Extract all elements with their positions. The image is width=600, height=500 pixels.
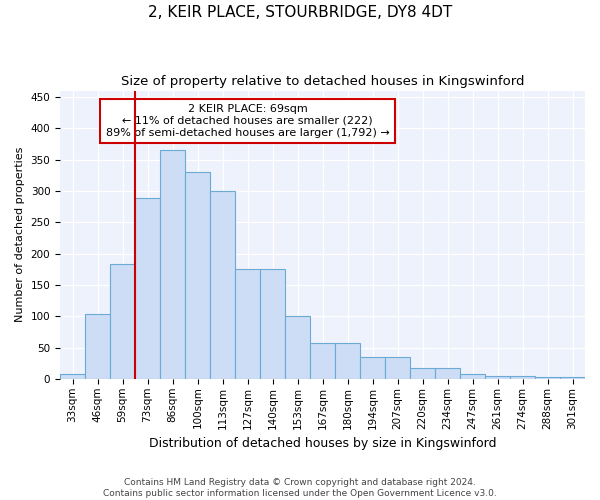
Bar xyxy=(235,269,260,379)
Bar xyxy=(360,357,385,379)
Title: Size of property relative to detached houses in Kingswinford: Size of property relative to detached ho… xyxy=(121,75,524,88)
Bar xyxy=(185,172,210,379)
Bar xyxy=(385,357,410,379)
Bar xyxy=(260,269,285,379)
Bar xyxy=(335,342,360,379)
Bar xyxy=(460,374,485,379)
X-axis label: Distribution of detached houses by size in Kingswinford: Distribution of detached houses by size … xyxy=(149,437,496,450)
Text: 2 KEIR PLACE: 69sqm
← 11% of detached houses are smaller (222)
89% of semi-detac: 2 KEIR PLACE: 69sqm ← 11% of detached ho… xyxy=(106,104,389,138)
Bar xyxy=(160,150,185,379)
Bar xyxy=(310,342,335,379)
Bar xyxy=(485,376,510,379)
Bar xyxy=(210,191,235,379)
Text: 2, KEIR PLACE, STOURBRIDGE, DY8 4DT: 2, KEIR PLACE, STOURBRIDGE, DY8 4DT xyxy=(148,5,452,20)
Bar xyxy=(110,264,135,379)
Y-axis label: Number of detached properties: Number of detached properties xyxy=(15,147,25,322)
Bar xyxy=(535,377,560,379)
Bar xyxy=(85,314,110,379)
Bar xyxy=(410,368,435,379)
Bar xyxy=(60,374,85,379)
Bar xyxy=(560,377,585,379)
Bar xyxy=(435,368,460,379)
Bar xyxy=(285,316,310,379)
Bar xyxy=(510,376,535,379)
Text: Contains HM Land Registry data © Crown copyright and database right 2024.
Contai: Contains HM Land Registry data © Crown c… xyxy=(103,478,497,498)
Bar xyxy=(135,198,160,379)
